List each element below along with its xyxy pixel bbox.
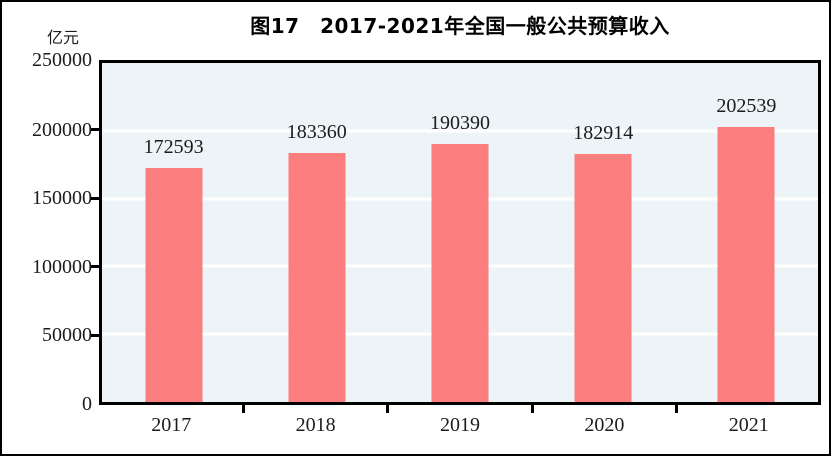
bar-value-label-2018: 183360: [286, 121, 347, 144]
y-tick-label-250000: 250000: [32, 49, 92, 71]
bar-value-label-2017: 172593: [143, 135, 204, 158]
bar-value-label-2020: 182914: [573, 121, 634, 144]
bar-value-label-2019: 190390: [430, 111, 490, 134]
chart-title: 图17 2017-2021年全国一般公共预算收入: [250, 14, 670, 38]
bar-2021: [717, 127, 775, 402]
x-tick-label-2020: 2020: [584, 414, 625, 436]
bar-value-label-2021: 202539: [716, 95, 777, 118]
y-tick-label-150000: 150000: [32, 187, 92, 210]
y-tick-label-200000: 200000: [32, 118, 92, 141]
x-tick-mark-4: [675, 405, 679, 413]
bar-2019: [431, 143, 489, 402]
x-tick-mark-1: [241, 405, 245, 413]
x-tick-label-2017: 2017: [151, 414, 192, 436]
bar-2020: [574, 153, 632, 402]
x-tick-label-2018: 2018: [295, 414, 336, 436]
y-tick-mark-50000: [91, 333, 99, 337]
y-tick-label-0: 0: [82, 392, 92, 415]
x-tick-mark-2: [386, 405, 390, 413]
plot-inner: 172593 183360 190390 182914 202539: [102, 63, 818, 402]
y-tick-mark-150000: [91, 196, 99, 200]
y-tick-label-100000: 100000: [32, 255, 92, 278]
y-tick-mark-200000: [91, 128, 99, 132]
y-axis-unit-label: 亿元: [46, 28, 79, 47]
bar-2018: [288, 153, 346, 402]
gridline-200000: [102, 129, 818, 133]
y-tick-mark-100000: [91, 265, 99, 269]
bar-2017: [145, 167, 203, 402]
x-tick-label-2019: 2019: [440, 414, 480, 436]
plot-area: 172593 183360 190390 182914 202539: [99, 60, 821, 405]
x-tick-mark-3: [530, 405, 534, 413]
x-tick-label-2021: 2021: [728, 414, 769, 436]
y-tick-label-50000: 50000: [42, 324, 92, 347]
